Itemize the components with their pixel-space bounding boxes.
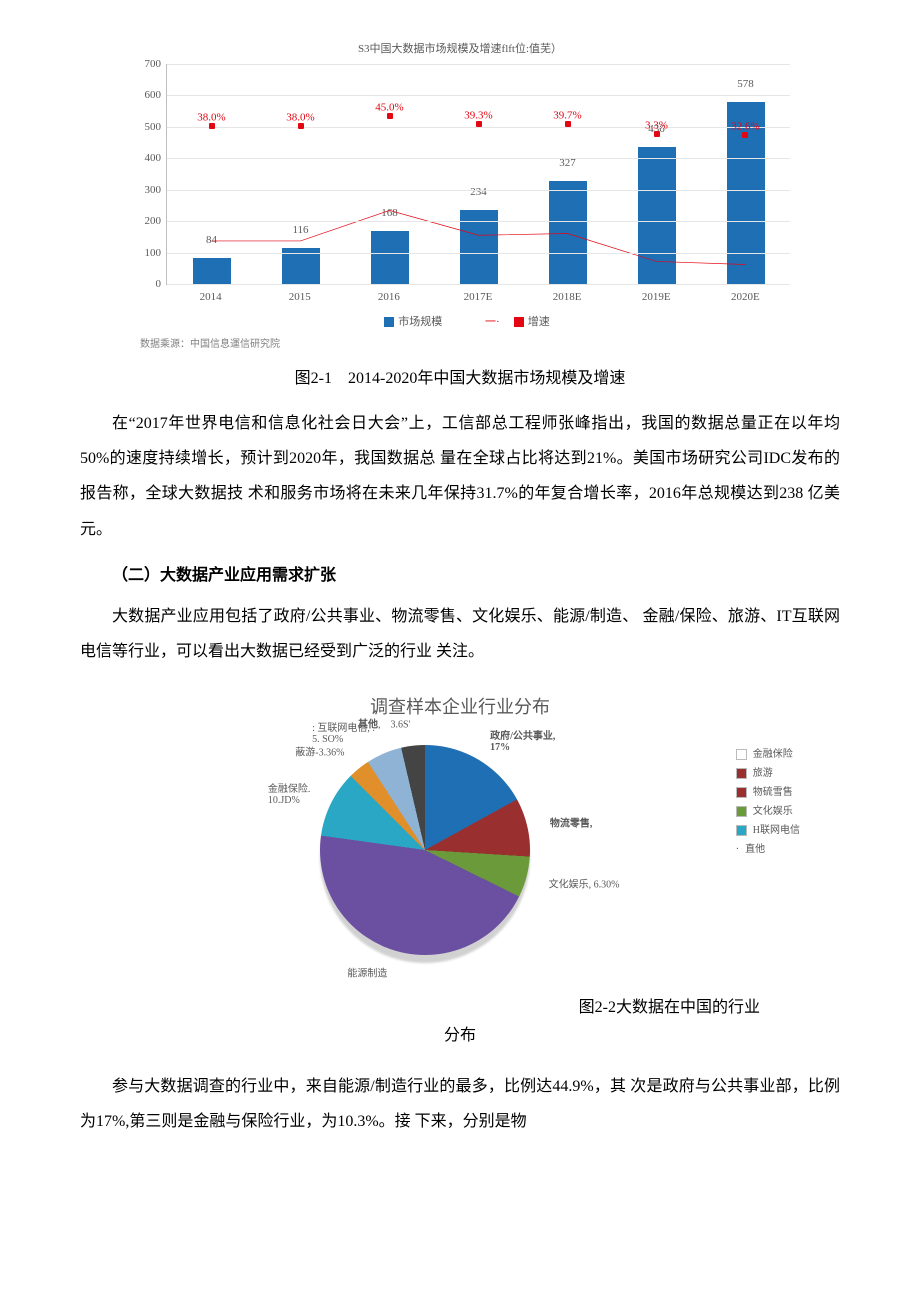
pie-legend-item: 文化娱乐 [736,802,800,821]
line-point [654,131,660,137]
bar-value-label: 578 [737,78,754,90]
pie-chart-section: 调查样本企业行业分布 金融侎险旅游物硫雪售文化娱乐H联网电信·直他 政府/公共事… [180,693,740,985]
x-tick-label: 2015 [255,285,344,303]
x-tick-label: 2017E [433,285,522,303]
y-tick-label: 200 [131,215,161,227]
pie-chart-title: 调查样本企业行业分布 [180,693,740,719]
x-tick-label: 2016 [344,285,433,303]
legend-line-label: 增速 [528,316,550,328]
y-gridline [167,253,790,254]
y-tick-label: 0 [131,278,161,290]
y-tick-label: 100 [131,247,161,259]
y-gridline [167,95,790,96]
x-tick-label: 2020E [701,285,790,303]
pie-legend-item: 金融侎险 [736,745,800,764]
y-tick-label: 400 [131,152,161,164]
legend-line-prefix: 一· [485,316,500,328]
pie-disc [320,745,530,955]
line-value-label: 32.6% [731,120,759,132]
pie-slice-label: 其他, 3.6S' [358,715,410,730]
y-tick-label: 700 [131,58,161,70]
line-value-label: 39.3% [464,110,492,122]
pie-legend-item: H联网电信 [736,821,800,840]
bar-chart-legend: 市场规模 一· 增速 [130,313,790,329]
paragraph-1: 在“2017年世界电信和信息化社会日大会”上，工信部总工程师张峰指出，我国的数据… [80,406,840,547]
line-value-label: 38.0% [286,112,314,124]
bar-slot: 327 [523,64,612,284]
fig-2-1-caption: 图2-1 2014-2020年中国大数据市场规模及增速 [80,364,840,388]
bar-chart-small-title: S3中国大数据市场规模及增速flft位:值芜） [80,40,840,56]
bar-slot: 168 [345,64,434,284]
bar [371,231,409,284]
x-tick-label: 2018E [523,285,612,303]
pie-legend-item: 物硫雪售 [736,783,800,802]
y-tick-label: 600 [131,89,161,101]
pie-legend-item: 旅游 [736,764,800,783]
fig-2-2-caption-line2: 分布 [80,1021,840,1045]
bar-slot: 578 [701,64,790,284]
bar-value-label: 84 [206,234,217,246]
fig-2-2-caption-line1: 图2-2大数据在中国的行业 [80,993,760,1017]
paragraph-3: 参与大数据调查的行业中，来自能源/制造行业的最多，比例达44.9%，其 次是政府… [80,1069,840,1139]
legend-line-swatch [514,317,524,327]
subheading-2: （二）大数据产业应用需求扩张 [80,561,840,585]
bar-slot: 234 [434,64,523,284]
line-value-label: 3.3% [645,119,668,131]
bar-slot: 116 [256,64,345,284]
x-tick-label: 2019E [612,285,701,303]
line-point [742,132,748,138]
bar [638,147,676,284]
pie-slice-label: 蔽游-3.36% [295,743,344,758]
y-tick-label: 300 [131,184,161,196]
legend-bar-swatch [384,317,394,327]
legend-bar-label: 市场规模 [398,316,442,328]
bar-chart: 84 116 168 234 327436 578 0 100 200 300 400 500 600… [130,64,790,329]
pie-slice-label: 文化娱乐, 6.30% [549,876,620,891]
data-source: 数据乘源：中国信息運信研究院 [140,335,840,350]
line-point [476,121,482,127]
line-point [298,123,304,129]
line-value-label: 45.0% [375,101,403,113]
pie-slice-label: 物流零售, [550,815,593,830]
line-point [387,113,393,119]
y-gridline [167,64,790,65]
bar-slot: 436 [612,64,701,284]
bar-value-label: 116 [292,224,308,236]
bar [193,258,231,284]
pie-legend: 金融侎险旅游物硫雪售文化娱乐H联网电信·直他 [736,745,800,859]
bar-value-label: 234 [470,186,487,198]
bar-value-label: 168 [381,207,398,219]
paragraph-2: 大数据产业应用包括了政府/公共事业、物流零售、文化娱乐、能源/制造、 金融/保险… [80,599,840,669]
bar-slot: 84 [167,64,256,284]
y-gridline [167,190,790,191]
y-gridline [167,284,790,285]
y-tick-label: 500 [131,121,161,133]
y-gridline [167,158,790,159]
y-gridline [167,221,790,222]
pie-legend-item: ·直他 [736,840,800,859]
line-point [565,121,571,127]
bar [549,181,587,284]
line-value-label: 38.0% [197,112,225,124]
pie-slice-label: 金融保险.10.JD% [268,780,311,806]
line-value-label: 39.7% [553,109,581,121]
pie-slice-label: 政府/公共事业,17% [490,727,555,753]
pie-slice-label: 能源制造 [347,965,387,980]
x-tick-label: 2014 [166,285,255,303]
line-point [209,123,215,129]
